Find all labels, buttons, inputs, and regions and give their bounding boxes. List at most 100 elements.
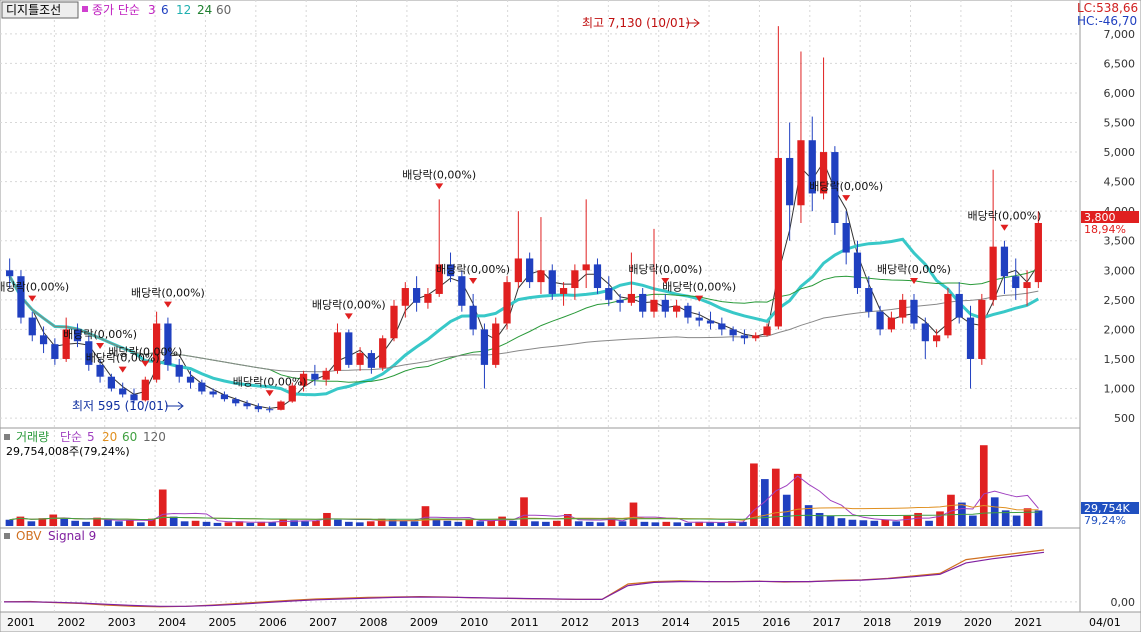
- candle-body: [616, 299, 624, 303]
- candle-body: [1012, 276, 1020, 289]
- volume-period-20: 20: [102, 430, 117, 444]
- candle-body: [831, 152, 839, 223]
- volume-bar: [246, 522, 255, 526]
- candle-body: [288, 385, 296, 402]
- volume-bar: [1023, 508, 1032, 526]
- volume-label: 거래량: [16, 430, 49, 444]
- volume-bar: [947, 494, 955, 526]
- year-tick-label: 2011: [511, 616, 539, 629]
- candle-body: [672, 305, 681, 312]
- price-tick-label: 6,000: [1104, 87, 1136, 100]
- volume-flag: [1081, 502, 1139, 514]
- volume-bar: [979, 445, 988, 526]
- volume-bar: [126, 520, 134, 526]
- volume-bar: [290, 520, 298, 526]
- dividend-arrow-icon: [910, 277, 918, 284]
- dividend-label: 배당락(0,00%): [233, 375, 307, 388]
- volume-bar: [717, 522, 725, 526]
- obv-label: OBV: [16, 529, 42, 543]
- volume-bar: [706, 522, 714, 526]
- volume-bar: [465, 519, 474, 526]
- volume-bar: [334, 519, 342, 526]
- volume-bar: [596, 522, 605, 526]
- candle-body: [6, 270, 14, 277]
- volume-bar: [432, 518, 441, 526]
- dividend-arrow-icon: [661, 277, 670, 284]
- candle-body: [559, 288, 568, 294]
- candles: [6, 26, 1042, 413]
- volume-bar: [421, 506, 430, 526]
- dividend-label: 배당락(0,00%): [628, 263, 702, 276]
- volume-panel: [0, 427, 1081, 529]
- candle-body: [424, 293, 432, 303]
- candle-body: [695, 317, 703, 321]
- price-flag: [1081, 211, 1139, 223]
- volume-ma-line: [9, 475, 1039, 524]
- volume-bar: [542, 521, 550, 526]
- stock-name: 디지틀조선: [6, 3, 61, 17]
- stock-name-box[interactable]: [1, 1, 79, 19]
- candle-body: [921, 323, 929, 342]
- dividend-arrow-icon: [695, 295, 704, 302]
- candle-body: [152, 323, 161, 380]
- year-tick-label: 2001: [7, 616, 35, 629]
- candle-body: [356, 353, 364, 365]
- volume-bar: [629, 502, 638, 526]
- price-flag-value: 3,800: [1084, 211, 1116, 224]
- ma-period-3: 3: [148, 3, 156, 17]
- ma-period-12: 12: [176, 3, 191, 17]
- volume-bar: [651, 522, 660, 526]
- dividend-label: 배당락(0,00%): [402, 168, 476, 181]
- year-tick-label: 2008: [360, 616, 388, 629]
- obv-panel: [0, 527, 1081, 613]
- candle-body: [333, 332, 342, 371]
- candle-body: [17, 276, 25, 318]
- candle-body: [899, 299, 907, 318]
- volume-bar: [147, 518, 156, 526]
- price-ma-line: [9, 160, 1039, 409]
- volume-bar: [268, 522, 277, 526]
- right-axis: [1079, 0, 1141, 633]
- volume-bar: [684, 522, 693, 526]
- price-tick-label: 5,000: [1104, 146, 1136, 159]
- candle-body: [28, 317, 36, 336]
- candle-body: [322, 370, 330, 380]
- volume-bar: [476, 521, 485, 526]
- volume-bar: [498, 516, 506, 526]
- volume-bar: [870, 520, 879, 526]
- candle-body: [367, 353, 376, 368]
- volume-bar: [892, 521, 901, 526]
- dividend-label: 배당락(0,00%): [86, 352, 160, 365]
- candle-body: [164, 323, 172, 365]
- candle-body: [458, 276, 466, 306]
- candle-body: [345, 332, 353, 365]
- volume-bar: [531, 521, 539, 526]
- candle-body: [62, 329, 70, 359]
- candle-body: [718, 323, 726, 330]
- dividend-label: 배당락(0,00%): [312, 298, 386, 311]
- candle-body: [763, 326, 771, 336]
- volume-bar: [443, 520, 452, 526]
- dividend-arrow-icon: [163, 301, 172, 308]
- volume-bar: [158, 489, 167, 526]
- volume-bar: [1012, 515, 1021, 526]
- candle-body: [51, 344, 59, 359]
- candle-body: [266, 409, 274, 411]
- max-label: 최고 7,130 (10/01): [582, 16, 690, 30]
- ma-period-60: 60: [216, 3, 231, 17]
- year-tick-label: 2009: [410, 616, 438, 629]
- candle-body: [627, 293, 636, 303]
- year-tick-label: 2005: [208, 616, 236, 629]
- candle-body: [220, 394, 229, 400]
- price-tick-label: 1,000: [1104, 383, 1136, 396]
- dividend-arrow-icon: [265, 390, 274, 397]
- dividend-arrow-icon: [842, 195, 851, 202]
- volume-bar: [837, 518, 846, 526]
- candle-body: [198, 382, 206, 392]
- volume-bar: [563, 514, 572, 526]
- volume-bar: [969, 515, 977, 526]
- price-tick-label: 7,000: [1104, 28, 1136, 41]
- volume-bar: [1034, 510, 1043, 526]
- candle-body: [786, 157, 794, 206]
